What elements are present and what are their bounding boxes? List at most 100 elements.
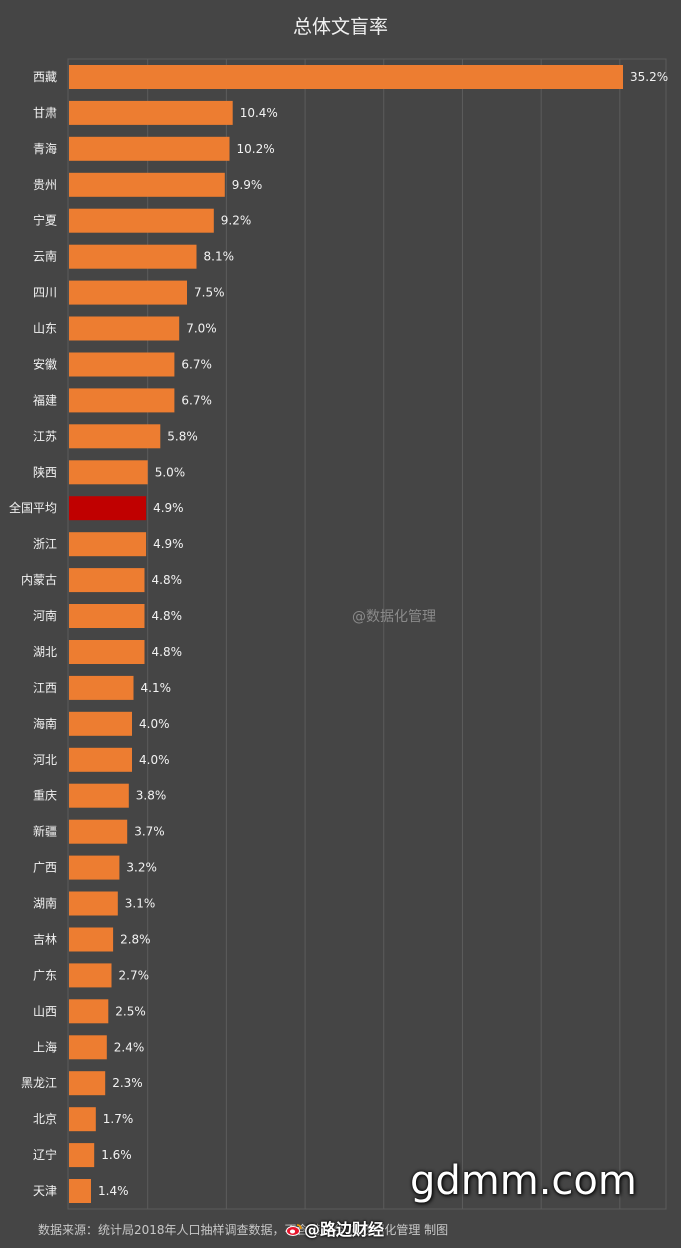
category-label: 宁夏 xyxy=(33,213,57,228)
bar xyxy=(69,316,180,341)
category-label: 重庆 xyxy=(33,789,57,803)
bar xyxy=(69,568,145,593)
category-label: 浙江 xyxy=(33,537,57,551)
category-label: 甘肃 xyxy=(33,106,57,120)
value-label: 4.8% xyxy=(152,645,183,659)
bar xyxy=(69,640,145,664)
bar xyxy=(69,891,118,916)
value-label: 3.1% xyxy=(125,897,156,911)
value-label: 2.8% xyxy=(120,933,151,947)
category-label: 广东 xyxy=(33,968,57,982)
category-label: 河南 xyxy=(33,608,57,623)
value-label: 4.1% xyxy=(141,681,172,695)
value-label: 10.2% xyxy=(237,142,275,156)
category-label: 北京 xyxy=(33,1112,57,1126)
site-watermark: gdmm.com xyxy=(410,1158,637,1204)
category-label: 黑龙江 xyxy=(21,1076,57,1090)
value-label: 1.6% xyxy=(101,1148,132,1162)
category-label: 山西 xyxy=(33,1004,57,1018)
value-label: 3.8% xyxy=(136,789,167,803)
value-label: 8.1% xyxy=(204,250,235,264)
category-label: 上海 xyxy=(33,1039,57,1054)
bar xyxy=(69,1143,95,1168)
value-label: 2.5% xyxy=(115,1004,146,1018)
category-label: 陕西 xyxy=(33,464,57,479)
value-label: 4.9% xyxy=(153,501,184,515)
value-label: 1.4% xyxy=(98,1184,129,1198)
category-label: 新疆 xyxy=(33,824,57,839)
category-label: 辽宁 xyxy=(33,1147,57,1162)
weibo-watermark-text: @路边财经 xyxy=(304,1220,385,1239)
value-label: 5.0% xyxy=(155,465,186,479)
category-label: 全国平均 xyxy=(9,500,57,515)
bar xyxy=(69,1179,91,1203)
chart-title: 总体文盲率 xyxy=(292,16,388,38)
bar xyxy=(69,208,214,233)
value-label: 2.7% xyxy=(119,968,150,982)
bar xyxy=(69,927,114,952)
category-label: 云南 xyxy=(33,249,57,264)
value-label: 1.7% xyxy=(103,1112,134,1126)
category-label: 内蒙古 xyxy=(21,572,57,587)
bar xyxy=(69,1107,96,1132)
category-label: 四川 xyxy=(33,286,57,300)
category-label: 广西 xyxy=(33,861,57,875)
labels: 西藏 35.2% 甘肃 10.4% 青海 10.2% 贵州 9.9% 宁夏 9.2% 云南 8.1% 四… xyxy=(9,70,668,1198)
value-label: 35.2% xyxy=(630,70,668,84)
bar xyxy=(69,1035,107,1060)
value-label: 4.0% xyxy=(139,753,170,767)
category-label: 湖南 xyxy=(33,896,57,911)
bar xyxy=(69,496,147,521)
bars xyxy=(69,65,623,1203)
bar xyxy=(69,1071,106,1096)
value-label: 4.9% xyxy=(153,537,184,551)
bar xyxy=(69,352,175,377)
value-label: 3.2% xyxy=(126,861,156,875)
category-label: 福建 xyxy=(33,392,57,407)
plot-frame xyxy=(67,58,667,1210)
bar xyxy=(69,65,623,89)
value-label: 5.8% xyxy=(167,429,198,443)
category-label: 湖北 xyxy=(33,644,57,659)
value-label: 9.9% xyxy=(232,178,262,192)
weibo-watermark: @路边财经 xyxy=(286,1216,384,1240)
value-label: 6.7% xyxy=(181,393,212,407)
value-label: 2.4% xyxy=(114,1040,145,1054)
bar xyxy=(69,711,132,736)
category-label: 河北 xyxy=(33,753,57,767)
value-label: 3.7% xyxy=(134,825,165,839)
bar xyxy=(69,244,197,269)
category-label: 西藏 xyxy=(33,70,57,84)
bar xyxy=(69,747,132,772)
bar xyxy=(69,675,134,700)
category-label: 吉林 xyxy=(33,933,57,947)
category-label: 江苏 xyxy=(33,429,57,443)
bar xyxy=(69,604,145,628)
bar xyxy=(69,172,225,197)
bar xyxy=(69,783,129,808)
category-label: 天津 xyxy=(33,1184,57,1198)
value-label: 6.7% xyxy=(181,358,212,372)
bar xyxy=(69,136,230,161)
bar xyxy=(69,819,128,844)
category-label: 江西 xyxy=(33,681,57,695)
bar xyxy=(69,388,175,413)
category-label: 海南 xyxy=(33,716,57,731)
bar xyxy=(69,280,187,305)
bar xyxy=(69,424,161,449)
bar xyxy=(69,855,120,880)
category-label: 青海 xyxy=(33,141,57,156)
watermark-text: @数据化管理 xyxy=(352,609,436,625)
value-label: 9.2% xyxy=(221,214,252,228)
bar xyxy=(69,963,112,988)
value-label: 10.4% xyxy=(240,106,278,120)
category-label: 贵州 xyxy=(33,178,57,192)
bar xyxy=(69,460,148,485)
value-label: 4.8% xyxy=(152,609,183,623)
bar xyxy=(69,532,147,557)
value-label: 4.0% xyxy=(139,717,170,731)
bar xyxy=(69,999,109,1024)
value-label: 2.3% xyxy=(112,1076,143,1090)
category-label: 安徽 xyxy=(33,357,57,372)
